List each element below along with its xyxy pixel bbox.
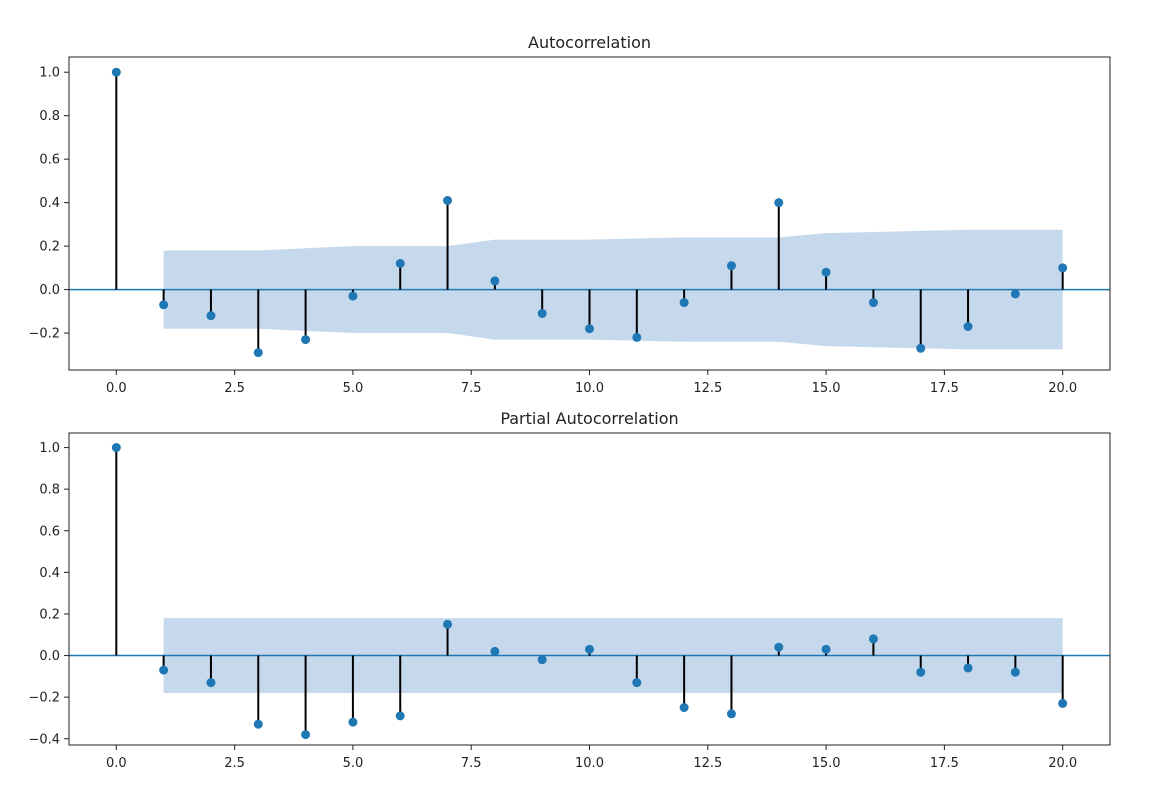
y-tick-label: 0.6 [39,153,60,168]
marker-lag-19 [1010,289,1020,299]
axes-frame [68,432,1111,746]
marker-lag-20 [1058,698,1068,708]
marker-lag-14 [774,198,784,208]
x-tick-label: 15.0 [812,381,841,396]
marker-lag-15 [821,267,831,277]
marker-lag-9 [537,655,547,665]
x-tick-label: 2.5 [224,381,245,396]
y-tick-label: 0.4 [39,196,60,211]
marker-lag-14 [774,642,784,652]
y-tick-label: 1.0 [39,441,60,456]
y-tick-label: −0.4 [28,732,60,747]
y-tick-label: 0.4 [39,566,60,581]
x-tick-label: 17.5 [930,381,959,396]
x-tick-label: 7.5 [461,756,482,771]
marker-lag-12 [679,703,689,713]
marker-lag-16 [868,634,878,644]
marker-lag-5 [348,717,358,727]
marker-lag-7 [443,619,453,629]
marker-lag-6 [395,711,405,721]
marker-lag-1 [159,300,169,310]
autocorrelation-panel: Autocorrelation 0.0 2.5 5.0 7.5 10.0 12.5 15.0 1… [28,33,1111,396]
marker-lag-11 [632,332,642,342]
marker-lag-18 [963,322,973,332]
marker-lag-4 [301,335,311,345]
x-tick-label: 5.0 [343,756,364,771]
x-tick-label: 20.0 [1048,381,1077,396]
x-tick-label: 7.5 [461,381,482,396]
x-tick-label: 20.0 [1048,756,1077,771]
x-tick-label: 5.0 [343,381,364,396]
marker-lag-3 [253,719,263,729]
marker-lag-13 [726,709,736,719]
marker-lag-0 [111,67,121,77]
y-tick-label: 1.0 [39,66,60,81]
marker-lag-0 [111,443,121,453]
marker-lag-2 [206,311,216,321]
marker-lag-4 [301,730,311,740]
marker-lag-5 [348,291,358,301]
y-tick-label: 0.2 [39,607,60,622]
marker-lag-11 [632,678,642,688]
y-tick-label: 0.6 [39,524,60,539]
marker-lag-2 [206,678,216,688]
y-tick-label: 0.0 [39,649,60,664]
chart-title: Partial Autocorrelation [500,409,678,428]
y-tick-label: 0.8 [39,109,60,124]
marker-lag-10 [585,324,594,334]
marker-lag-10 [585,644,594,654]
x-tick-label: 12.5 [693,381,722,396]
marker-lag-8 [490,276,500,286]
partial-autocorrelation-panel: Partial Autocorrelation 0.0 2.5 5.0 7.5 10.0 1… [28,409,1111,771]
y-tick-label: −0.2 [28,691,60,706]
marker-lag-17 [916,343,926,353]
marker-lag-15 [821,644,831,654]
y-tick-label: 0.8 [39,483,60,498]
marker-lag-16 [868,298,878,308]
marker-lag-6 [395,258,405,268]
marker-lag-9 [537,308,547,318]
marker-lag-3 [253,348,263,358]
y-tick-label: −0.2 [28,327,60,342]
x-tick-label: 10.0 [575,381,604,396]
marker-lag-19 [1010,667,1020,677]
x-tick-label: 10.0 [575,756,604,771]
x-tick-label: 0.0 [106,381,127,396]
x-tick-label: 0.0 [106,756,127,771]
marker-lag-17 [916,667,926,677]
marker-lag-8 [490,646,500,656]
y-tick-label: 0.2 [39,240,60,255]
x-tick-label: 17.5 [930,756,959,771]
marker-lag-1 [159,665,169,675]
marker-lag-20 [1058,263,1068,273]
marker-lag-13 [726,261,736,271]
chart-title: Autocorrelation [528,33,651,52]
x-tick-label: 15.0 [812,756,841,771]
marker-lag-7 [443,195,453,205]
x-tick-label: 12.5 [693,756,722,771]
x-tick-label: 2.5 [224,756,245,771]
y-tick-label: 0.0 [39,283,60,298]
marker-lag-18 [963,663,973,673]
marker-lag-12 [679,298,689,308]
